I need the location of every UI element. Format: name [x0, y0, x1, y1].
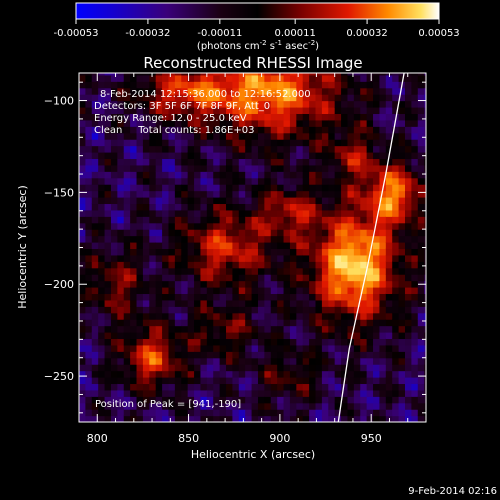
x-tick-label: 800: [87, 432, 108, 445]
y-tick-label: −250: [44, 370, 74, 383]
x-tick-label: 950: [361, 432, 382, 445]
annotation-clean-counts: Clean Total counts: 1.86E+03: [94, 125, 254, 136]
colorbar-tick-label: 0.00053: [418, 28, 459, 39]
colorbar-gradient: [75, 2, 440, 20]
y-tick-label: −100: [44, 95, 74, 108]
x-axis-ticks: 800 850 900 950: [78, 73, 427, 445]
x-tick-label: 900: [269, 432, 290, 445]
colorbar: -0.00053 -0.00032 -0.00011 0.00011 0.00032 0.…: [54, 2, 460, 52]
colorbar-tick-label: 0.00011: [274, 28, 315, 39]
y-tick-label: −150: [44, 186, 74, 199]
footer-date: 9-Feb-2014 02:16: [408, 486, 497, 497]
annotation-detectors: Detectors: 3F 5F 6F 7F 8F 9F, Att_0: [94, 101, 270, 112]
colorbar-unit: (photons cm-2 s-1 asec-2): [197, 39, 319, 52]
colorbar-tick-label: 0.00032: [346, 28, 387, 39]
solar-limb-line: [337, 73, 405, 422]
annotation-energy-range: Energy Range: 12.0 - 25.0 keV: [94, 113, 247, 124]
plot-area: [79, 73, 426, 422]
chart-title: Reconstructed RHESSI Image: [143, 54, 362, 72]
annotations: 8-Feb-2014 12:15:36.000 to 12:16:52.000 …: [94, 89, 311, 410]
x-tick-label: 850: [178, 432, 199, 445]
y-axis-label: Heliocentric Y (arcsec): [16, 185, 29, 309]
y-tick-label: −200: [44, 278, 74, 291]
colorbar-tick-label: -0.00032: [125, 28, 170, 39]
annotation-peak-position: Position of Peak = [941,-190]: [95, 399, 241, 410]
x-axis-label: Heliocentric X (arcsec): [191, 448, 315, 461]
colorbar-tick-label: -0.00053: [54, 28, 99, 39]
colorbar-ticks: -0.00053 -0.00032 -0.00011 0.00011 0.00032 0.…: [54, 19, 460, 39]
colorbar-tick-label: -0.00011: [197, 28, 242, 39]
annotation-time-range: 8-Feb-2014 12:15:36.000 to 12:16:52.000: [100, 89, 311, 100]
y-axis-ticks: −100 −150 −200 −250: [44, 81, 426, 414]
